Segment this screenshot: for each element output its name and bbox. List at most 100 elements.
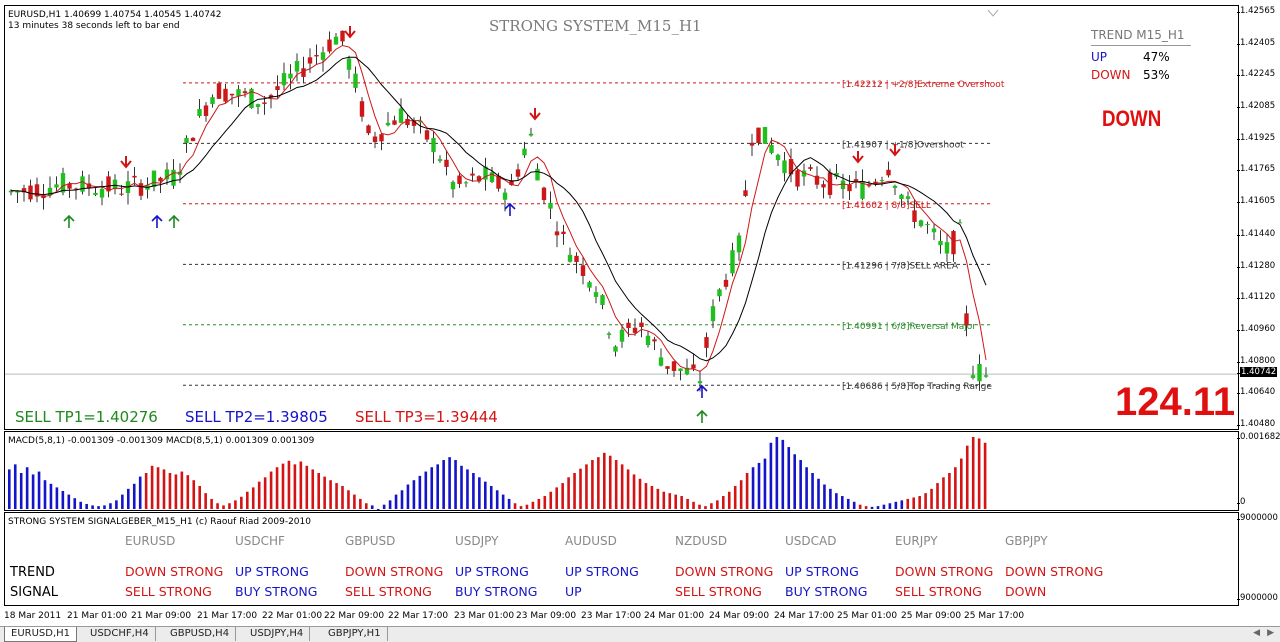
macd-bar [103, 505, 106, 509]
macd-pane[interactable]: MACD(5,8,1) -0.001309 -0.001309 MACD(8,5… [4, 431, 1239, 511]
tab-scroll-right-icon[interactable]: ▶ [1267, 628, 1274, 638]
candle-body [762, 127, 768, 144]
macd-bar [341, 485, 344, 509]
chart-tab[interactable]: GBPJPY,H1 [322, 627, 388, 641]
macd-bar [240, 496, 243, 509]
macd-bar [156, 467, 160, 509]
trend-down-label: DOWN [1091, 68, 1131, 82]
chart-tab[interactable]: EURUSD,H1 [4, 627, 78, 642]
macd-bar [960, 458, 963, 509]
macd-bar [614, 460, 618, 509]
pair-header: EURUSD [125, 534, 176, 548]
macd-bar [37, 471, 41, 509]
candle-body [353, 73, 358, 88]
macd-bar [918, 496, 921, 509]
candle-body [749, 142, 755, 146]
candle-body [918, 220, 924, 226]
candle-body [268, 95, 274, 98]
macd-bar [293, 464, 297, 509]
time-tick: 22 Mar 09:00 [324, 611, 385, 621]
macd-bar [668, 493, 672, 509]
murrey-level-label: [1.41602 | 8/8]SELL [842, 201, 931, 211]
pair-signal: SELL STRONG [125, 584, 212, 599]
slow-moving-average [10, 56, 987, 362]
pair-header: USDJPY [455, 534, 499, 548]
candle-body [535, 168, 540, 181]
candle-body [977, 364, 982, 382]
macd-bar [543, 496, 547, 509]
main-chart-pane[interactable]: EURUSD,H1 1.40699 1.40754 1.40545 1.4074… [4, 5, 1239, 430]
sell-arrow-icon [852, 151, 864, 164]
price-tick: 1.42245 [1236, 69, 1276, 80]
chart-tab[interactable]: GBPUSD,H4 [164, 627, 237, 641]
candle-body [944, 242, 950, 254]
macd-bar [555, 487, 558, 509]
macd-bar [478, 477, 481, 509]
candle-body [249, 88, 254, 108]
macd-bar [537, 498, 541, 509]
macd-bar [971, 437, 975, 509]
candle-body [840, 180, 846, 190]
row-label-signal: SIGNAL [10, 585, 59, 600]
macd-bar [561, 483, 564, 509]
time-tick: 21 Mar 09:00 [131, 611, 192, 621]
macd-bar [204, 493, 207, 509]
time-axis[interactable]: 18 Mar 2011 21 Mar 01:00 21 Mar 09:00 21 Ma… [4, 607, 1239, 625]
macd-bar [912, 497, 915, 509]
macd-bar [67, 494, 71, 509]
pair-signal: SELL STRONG [895, 584, 982, 599]
signal-pane[interactable]: STRONG SYSTEM SIGNALGEBER_M15_H1 (c) Rao… [4, 512, 1239, 606]
bar-timer: 13 minutes 38 seconds left to bar end [8, 21, 180, 31]
macd-bar [698, 504, 701, 509]
chart-tab[interactable]: USDCHF,H4 [84, 627, 156, 641]
macd-bar [620, 464, 624, 509]
macd-bar [846, 498, 850, 509]
candle-body [743, 190, 748, 196]
macd-bar [674, 494, 677, 509]
macd-bar [817, 478, 820, 509]
macd-bar [127, 488, 130, 509]
pair-signal: BUY STRONG [785, 584, 868, 599]
macd-bar [466, 469, 469, 509]
macd-bar [359, 498, 362, 509]
candle-body [710, 306, 716, 322]
candle-body [151, 170, 157, 187]
pair-trend: DOWN STRONG [125, 564, 224, 579]
candle-body [886, 169, 891, 176]
macd-bar [888, 503, 892, 509]
candle-body [392, 120, 397, 125]
candle-body [132, 175, 137, 178]
candle-body [138, 183, 144, 196]
macd-bar [228, 503, 231, 509]
macd-bar [751, 467, 755, 509]
price-tick: 1.41765 [1236, 164, 1276, 175]
candle-body [28, 185, 33, 200]
macd-bar [900, 500, 904, 509]
macd-bar [174, 474, 178, 509]
candle-body [574, 255, 579, 263]
chart-tab[interactable]: USDJPY,H4 [244, 627, 311, 641]
tab-scroll-icon[interactable]: ◀ [1253, 628, 1260, 638]
candle-body [262, 102, 267, 104]
candle-body [54, 184, 59, 188]
macd-bar [686, 498, 689, 509]
pair-header: EURJPY [895, 534, 938, 548]
macd-bar [144, 473, 148, 509]
macd-bar [835, 493, 838, 509]
buy-arrow-icon [168, 214, 180, 228]
candle-body [8, 190, 14, 193]
trend-up-label: UP [1091, 50, 1108, 64]
macd-bar [317, 473, 320, 509]
trend-up-value: 47% [1143, 50, 1170, 64]
candle-body [359, 101, 365, 117]
candle-body [593, 292, 599, 297]
candle-body [288, 73, 293, 79]
candle-body [47, 187, 53, 196]
price-tick: 1.40960 [1236, 323, 1276, 334]
candle-body [684, 367, 690, 375]
pair-header: USDCHF [235, 534, 285, 548]
macd-bar [805, 467, 808, 509]
macd-bar [585, 464, 588, 509]
price-axis[interactable]: 1.42565 1.42405 1.42245 1.42085 1.41925 1.417… [1236, 5, 1280, 430]
macd-bar [162, 469, 166, 509]
